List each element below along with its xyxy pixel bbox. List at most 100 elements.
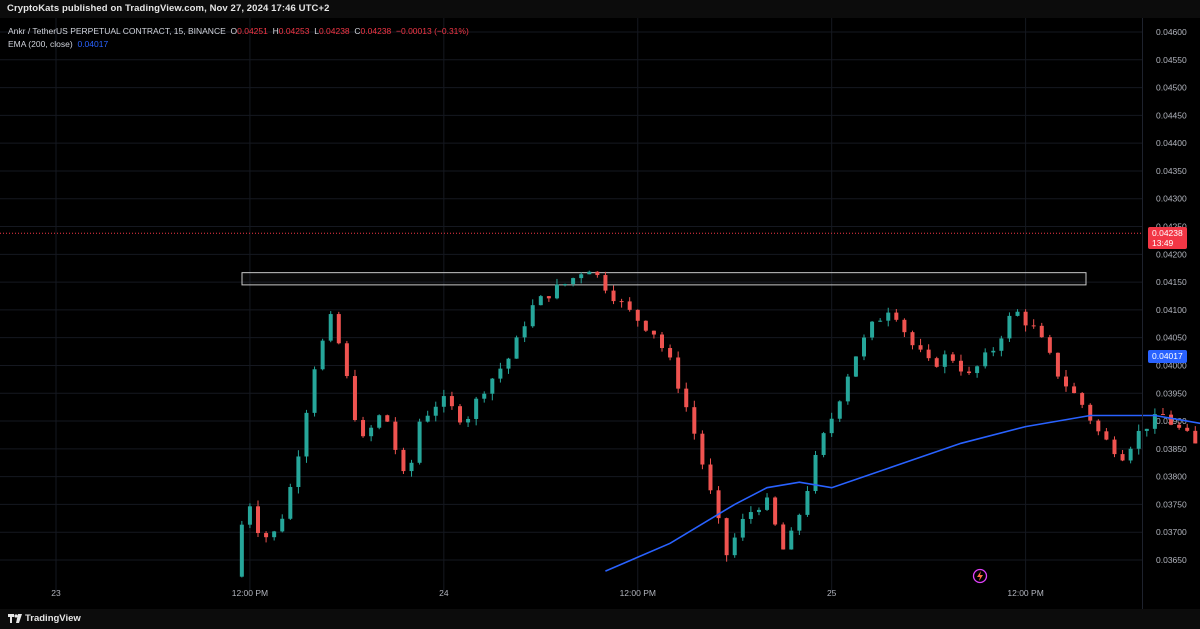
ema-value: 0.04017 [77, 39, 109, 49]
candle-body [579, 274, 584, 279]
chart-legend: Ankr / TetherUS PERPETUAL CONTRACT, 15, … [8, 25, 469, 51]
candle-body [1080, 393, 1085, 405]
candle-body [643, 320, 648, 331]
low-label: L [314, 26, 319, 36]
y-tick-label: 0.04100 [1156, 305, 1187, 315]
candle-body [433, 406, 438, 416]
candle-body [732, 537, 737, 556]
candle-body [522, 326, 527, 338]
candle-body [684, 388, 689, 408]
candle-body [975, 366, 980, 374]
resistance-zone [241, 272, 1087, 286]
y-tick-label: 0.03650 [1156, 555, 1187, 565]
y-tick-label: 0.04350 [1156, 166, 1187, 176]
candle-body [627, 301, 632, 310]
candle-body [894, 312, 899, 320]
candle-body [1047, 337, 1052, 353]
candle-body [991, 350, 996, 353]
open-label: O [230, 26, 238, 36]
candle-body [320, 340, 325, 370]
y-tick-label: 0.04150 [1156, 277, 1187, 287]
candle-body [490, 378, 495, 394]
y-tick-label: 0.04400 [1156, 138, 1187, 148]
candle-body [538, 296, 543, 306]
candle-body [1152, 414, 1157, 429]
candle-body [409, 462, 414, 472]
candle-body [247, 506, 252, 525]
candle-body [1088, 404, 1093, 421]
y-tick-label: 0.03800 [1156, 472, 1187, 482]
candle-body [1160, 414, 1165, 416]
candle-body [619, 301, 624, 303]
candle-body [344, 343, 349, 377]
candle-body [417, 421, 422, 463]
candle-body [1023, 311, 1028, 326]
ema-label[interactable]: EMA (200, close) [8, 39, 73, 49]
candle-body [862, 337, 866, 357]
y-tick-label: 0.04500 [1156, 83, 1187, 93]
price-chart: 0.04600 0.04550 0.04500 0.04450 0.04400 0.043… [0, 18, 1200, 598]
tradingview-brand[interactable]: TradingView [25, 613, 81, 624]
x-tick-label: 12:00 PM [1007, 588, 1043, 598]
candle-body [393, 421, 398, 450]
candle-body [571, 278, 576, 285]
candle-body [449, 396, 454, 407]
x-tick-label: 12:00 PM [620, 588, 656, 598]
candle-body [805, 491, 810, 515]
candle-body [886, 312, 891, 321]
x-tick-label: 12:00 PM [232, 588, 268, 598]
y-tick-label: 0.04000 [1156, 360, 1187, 370]
candle-body [958, 360, 963, 372]
y-tick-label: 0.03850 [1156, 444, 1187, 454]
candle-body [312, 369, 317, 413]
candle-body [983, 352, 988, 367]
candle-body [870, 321, 875, 338]
candle-body [1177, 424, 1182, 428]
candle-body [385, 415, 390, 422]
candle-body [595, 271, 600, 276]
candle-body [660, 334, 664, 349]
candle-body [1120, 454, 1125, 461]
candle-body [506, 358, 511, 369]
candle-body [676, 357, 681, 389]
candle-body [554, 284, 559, 299]
price-axis-separator [1142, 18, 1143, 609]
candle-body [829, 418, 834, 434]
candle-body [845, 376, 850, 402]
candle-body [1039, 325, 1044, 338]
candle-body [716, 490, 721, 519]
x-tick-label: 24 [439, 588, 449, 598]
candle-body [934, 358, 939, 367]
symbol-label[interactable]: Ankr / TetherUS PERPETUAL CONTRACT, 15, … [8, 26, 226, 36]
candle-body [256, 506, 260, 534]
footer-bar: TradingView [0, 609, 1200, 629]
candle-body [926, 349, 931, 359]
candle-body [651, 330, 656, 335]
candle-body [466, 418, 471, 423]
candle-body [700, 433, 705, 465]
high-value: 0.04253 [278, 26, 310, 36]
candle-body [708, 464, 713, 491]
x-tick-label: 23 [51, 588, 61, 598]
candle-body [773, 497, 778, 525]
candle-body [288, 487, 293, 519]
candle-body [272, 531, 277, 538]
y-tick-label: 0.03700 [1156, 527, 1187, 537]
candle-body [967, 371, 972, 374]
candle-body [918, 345, 923, 350]
candle-body [1007, 315, 1012, 339]
candle-body [797, 514, 802, 531]
candle-body [1055, 352, 1060, 377]
candle-body [1064, 376, 1068, 387]
y-tick-label: 0.04300 [1156, 194, 1187, 204]
candle-body [603, 275, 608, 291]
close-value: 0.04238 [360, 26, 392, 36]
candle-body [458, 406, 462, 423]
candle-body [352, 376, 357, 421]
y-tick-label: 0.03950 [1156, 388, 1187, 398]
candle-body [910, 332, 915, 346]
chart-area[interactable]: 0.04600 0.04550 0.04500 0.04450 0.04400 0.043… [0, 18, 1200, 609]
candle-body [878, 320, 883, 322]
candle-body [280, 518, 285, 532]
y-tick-label: 0.04250 [1156, 222, 1187, 232]
